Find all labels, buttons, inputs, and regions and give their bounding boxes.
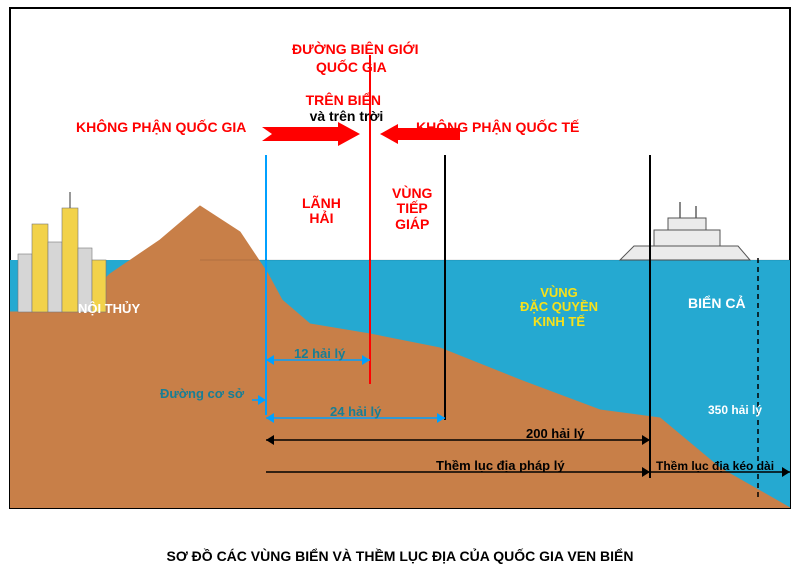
diagram-svg: 12 hải lý 24 hải lý 200 hải lý Thềm lục địa… (0, 0, 800, 574)
svg-text:24 hải lý: 24 hải lý (330, 404, 382, 419)
zone-tiepgiap: VÙNG TIẾP GIÁP (392, 186, 432, 232)
title-line3a: TRÊN BIỂN (306, 92, 381, 108)
baseline-label: Đường cơ sở (160, 387, 244, 401)
svg-text:200 hải lý: 200 hải lý (526, 426, 585, 441)
title-line1: ĐƯỜNG BIÊN GIỚI (292, 42, 419, 57)
zone-noithuy: NỘI THỦY (78, 302, 140, 316)
svg-text:Thềm lục địa pháp lý: Thềm lục địa pháp lý (436, 458, 565, 473)
dist-350-label: 350 hải lý (708, 404, 762, 417)
title-line3b: và trên trời (310, 108, 384, 124)
svg-text:Thềm lục địa kéo dài: Thềm lục địa kéo dài (656, 459, 774, 473)
svg-text:12 hải lý: 12 hải lý (294, 346, 346, 361)
zone-dacquyen: VÙNG ĐẶC QUYỀN KINH TẾ (520, 286, 598, 329)
airspace-international-label: KHÔNG PHẬN QUỐC TẾ (416, 120, 579, 135)
zone-lanhhai: LÃNH HẢI (302, 196, 341, 227)
diagram-root: 12 hải lý 24 hải lý 200 hải lý Thềm lục địa… (0, 0, 800, 574)
title-line2: QUỐC GIA (316, 60, 387, 75)
zone-bienca: BIỂN CẢ (688, 296, 746, 311)
caption: SƠ ĐỒ CÁC VÙNG BIỂN VÀ THỀM LỤC ĐỊA CỦA … (0, 548, 800, 564)
airspace-national-label: KHÔNG PHẬN QUỐC GIA (76, 120, 246, 135)
title-line3: TRÊN BIỂN và trên trời (290, 78, 383, 140)
